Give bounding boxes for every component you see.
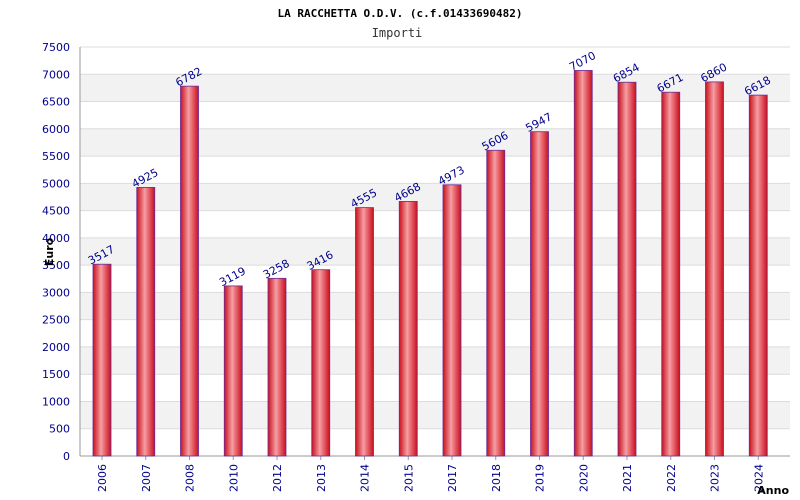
bar: [661, 91, 681, 457]
grid-band: [80, 47, 790, 75]
y-axis-title: Euro: [43, 237, 56, 266]
y-tick-label: 6500: [42, 96, 70, 109]
y-tick-label: 5500: [42, 150, 70, 163]
bars: [92, 70, 768, 457]
x-tick-label: 2008: [184, 464, 197, 492]
x-tick-label: 2021: [621, 464, 634, 492]
y-tick-label: 6000: [42, 123, 70, 136]
y-tick-label: 7000: [42, 68, 70, 81]
y-tick-label: 7500: [42, 41, 70, 54]
y-tick-label: 2000: [42, 341, 70, 354]
bar: [311, 269, 331, 457]
y-tick-label: 2500: [42, 314, 70, 327]
bar: [180, 85, 199, 457]
bar: [267, 277, 287, 457]
y-tick-label: 0: [63, 450, 70, 463]
bar: [705, 81, 724, 457]
bar: [748, 94, 768, 457]
bar: [355, 207, 374, 457]
bar: [573, 70, 593, 457]
bar: [617, 81, 637, 457]
x-tick-label: 2024: [752, 464, 765, 492]
x-tick-label: 2013: [315, 464, 328, 492]
x-tick-label: 2006: [96, 464, 109, 492]
y-tick-label: 1500: [42, 368, 70, 381]
x-tick-label: 2017: [446, 464, 459, 492]
x-tick-label: 2018: [490, 464, 503, 492]
bar: [136, 187, 156, 457]
x-tick-label: 2020: [577, 464, 590, 492]
bar: [223, 285, 243, 457]
bar: [398, 201, 418, 457]
y-tick-label: 4500: [42, 205, 70, 218]
x-tick-labels: 2006 2007 2008 2010 2012 2013 2014 2015 2017 2018…: [96, 464, 765, 492]
y-tick-label: 500: [49, 423, 70, 436]
y-tick-label: 5000: [42, 177, 70, 190]
y-tick-label: 4000: [42, 232, 70, 245]
chart-subtitle: Importi: [372, 26, 423, 40]
chart-title: LA RACCHETTA O.D.V. (c.f.01433690482): [277, 7, 522, 20]
x-tick-label: 2015: [402, 464, 415, 492]
y-tick-label: 3000: [42, 286, 70, 299]
x-tick-label: 2014: [359, 464, 372, 492]
bar: [442, 184, 462, 457]
bar: [486, 149, 506, 457]
x-axis-title: Anno: [757, 484, 789, 497]
x-tick-label: 2022: [665, 464, 678, 492]
x-tick-label: 2010: [227, 464, 240, 492]
bar: [530, 131, 549, 457]
y-tick-label: 1000: [42, 395, 70, 408]
x-tick-label: 2019: [534, 464, 547, 492]
bar: [92, 263, 112, 457]
x-tick-label: 2007: [140, 464, 153, 492]
y-tick-labels: 0 500 1000 1500 2000 2500 3000 3500 4000 4500 5000…: [42, 41, 70, 463]
x-tick-label: 2023: [709, 464, 722, 492]
y-tick-label: 3500: [42, 259, 70, 272]
x-tick-label: 2012: [271, 464, 284, 492]
